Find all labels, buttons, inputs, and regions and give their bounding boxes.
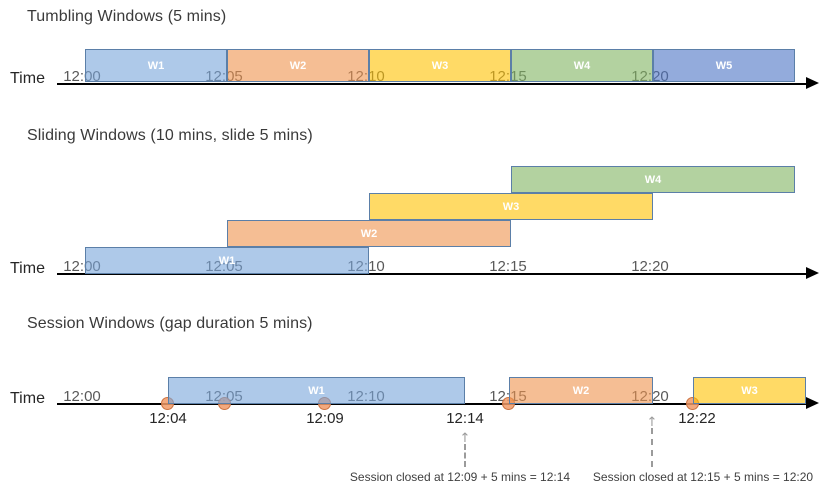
time-axis-label: Time [10,390,45,407]
window-w3 [369,49,511,82]
window-label-w3: W3 [431,59,449,72]
window-label-w2: W2 [572,384,590,397]
session-annotation: Session closed at 12:09 + 5 mins = 12:14 [349,470,571,484]
section-title-session: Session Windows (gap duration 5 mins) [27,315,313,332]
window-w2 [509,377,653,404]
section-title-sliding: Sliding Windows (10 mins, slide 5 mins) [27,127,313,144]
time-axis-label: Time [10,70,45,87]
axis-tick-label: 12:00 [63,388,101,405]
time-axis-arrowhead-icon [806,397,819,409]
window-label-w1: W1 [218,254,236,267]
time-axis-line [57,273,806,275]
time-axis-arrowhead-icon [806,77,819,89]
window-w4 [511,166,795,193]
window-label-w4: W4 [644,173,662,186]
window-w3 [693,377,806,404]
annotation-arrow-up-icon: ↑ [459,431,471,446]
window-label-w2: W2 [289,59,307,72]
window-w2 [227,220,511,247]
window-w5 [653,49,795,82]
event-time-label: 12:09 [306,410,344,427]
event-time-label: 12:22 [678,410,716,427]
window-w1 [85,49,227,82]
window-w1 [168,377,465,404]
session-annotation: Session closed at 12:15 + 5 mins = 12:20 [592,470,814,484]
window-label-w1: W1 [308,384,325,397]
window-w2 [227,49,369,82]
annotation-arrow-dash [651,428,653,467]
time-axis-line [57,403,806,405]
window-w3 [369,193,653,220]
time-axis-line [57,83,806,85]
window-w4 [511,49,653,82]
event-time-label: 12:14 [446,410,484,427]
time-axis-label: Time [10,260,45,277]
window-label-w3: W3 [502,200,520,213]
axis-tick-label: 12:20 [631,258,669,275]
window-label-w4: W4 [573,59,591,72]
annotation-arrow-dash [464,444,466,467]
window-label-w2: W2 [360,227,378,240]
window-w1 [85,247,369,274]
section-title-tumbling: Tumbling Windows (5 mins) [27,8,227,25]
axis-tick-label: 12:15 [489,258,527,275]
window-label-w5: W5 [715,59,733,72]
annotation-arrow-up-icon: ↑ [646,415,658,430]
event-time-label: 12:04 [149,410,187,427]
window-label-w3: W3 [741,384,758,397]
time-axis-arrowhead-icon [806,267,819,279]
window-label-w1: W1 [147,59,165,72]
